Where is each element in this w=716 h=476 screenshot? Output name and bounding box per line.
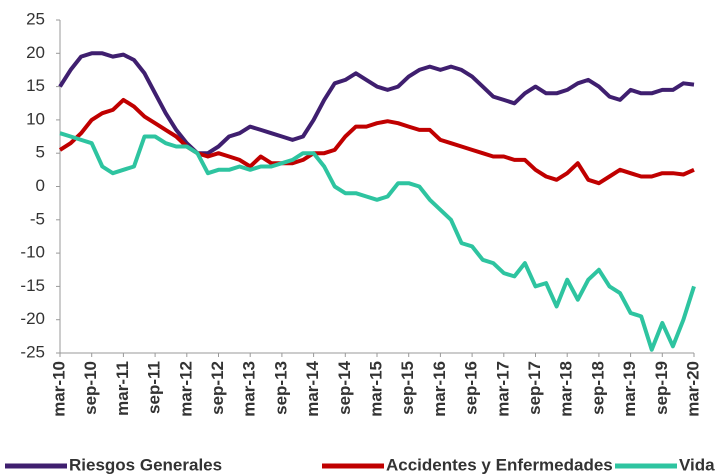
y-tick-label: 0 (36, 176, 45, 195)
x-tick-label: mar-16 (430, 361, 449, 417)
x-tick-label: mar-19 (620, 361, 639, 417)
y-tick-label: -20 (20, 309, 45, 328)
y-tick-label: 25 (26, 9, 45, 28)
x-tick-label: sep-16 (462, 361, 481, 415)
x-tick-label: mar-17 (493, 361, 512, 417)
x-tick-label: sep-14 (335, 360, 354, 414)
y-tick-label: 15 (26, 76, 45, 95)
series-line (58, 97, 695, 186)
series-line (58, 51, 695, 156)
x-tick-label: mar-13 (240, 361, 259, 417)
x-tick-label: sep-11 (145, 361, 164, 414)
x-tick-label: mar-20 (683, 361, 702, 417)
x-tick-label: sep-10 (81, 361, 100, 415)
x-tick-label: sep-17 (525, 361, 544, 415)
y-tick-label: 20 (26, 43, 45, 62)
legend-label: Vida (679, 455, 715, 474)
x-tick-label: mar-11 (113, 361, 132, 416)
legend-label: Riesgos Generales (69, 455, 222, 474)
x-tick-label: mar-10 (49, 361, 68, 417)
y-tick-label: -10 (20, 243, 45, 262)
x-tick-label: sep-18 (588, 361, 607, 415)
series-line (59, 131, 696, 352)
legend-label: Accidentes y Enfermedades (386, 455, 613, 474)
x-tick-label: sep-12 (208, 361, 227, 415)
x-tick-label: sep-13 (271, 361, 290, 415)
y-tick-label: -15 (20, 276, 45, 295)
x-tick-label: mar-15 (366, 361, 385, 417)
x-tick-label: mar-12 (176, 361, 195, 417)
x-tick-label: sep-15 (398, 361, 417, 415)
y-tick-label: 5 (36, 143, 45, 162)
y-tick-label: 10 (26, 109, 45, 128)
y-tick-label: -5 (30, 209, 45, 228)
x-tick-label: mar-18 (557, 361, 576, 417)
x-tick-label: mar-14 (303, 360, 322, 416)
x-tick-label: sep-19 (652, 361, 671, 415)
y-tick-label: -25 (20, 342, 45, 361)
